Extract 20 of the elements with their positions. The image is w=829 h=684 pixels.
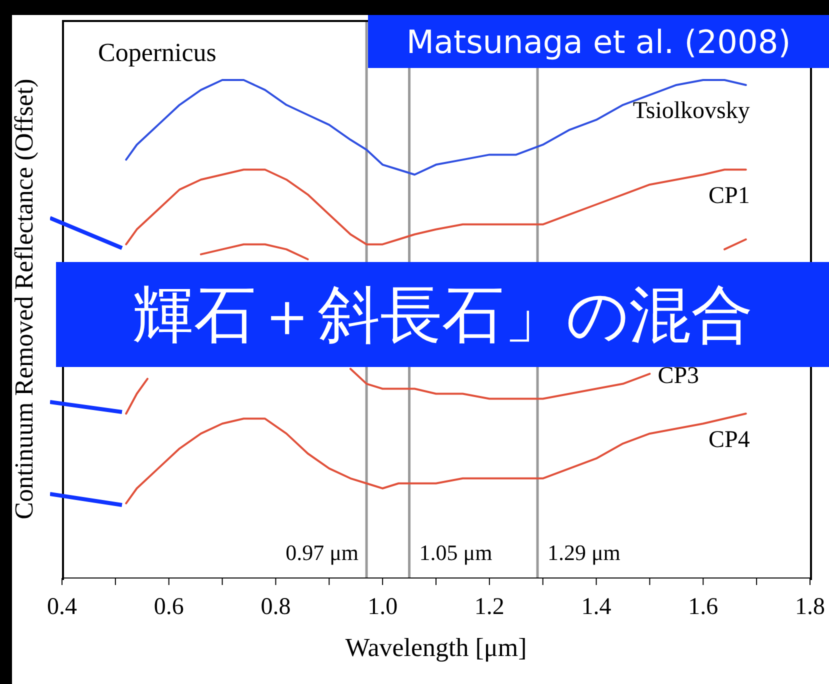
x-tick-label: 1.8: [795, 594, 825, 620]
y-axis-title: Continuum Removed Reflectance (Offset): [9, 78, 39, 520]
x-tick-label: 1.4: [581, 594, 612, 620]
series-label: CP3: [658, 362, 700, 390]
x-tick-label: 0.4: [47, 594, 77, 620]
ref-line-label: 1.05 μm: [419, 540, 492, 565]
ref-line-label: 1.29 μm: [548, 540, 620, 565]
x-tick-label: 0.6: [154, 594, 184, 620]
series-label: CP1: [708, 182, 750, 210]
x-tick-label: 1.2: [474, 594, 504, 620]
text: Copernicus: [98, 38, 216, 68]
x-tick-label: 1.0: [368, 594, 398, 620]
series-label: CP4: [708, 426, 750, 454]
series-label: Tsiolkovsky: [632, 96, 750, 125]
ref-line-label: 0.97 μm: [286, 540, 359, 565]
annotation: 輝石＋斜長石」の混合: [132, 278, 753, 350]
text: Matsunaga et al. (2008): [368, 15, 829, 68]
x-axis-title: Wavelength [μm]: [345, 633, 527, 662]
x-tick-label: 1.6: [688, 594, 718, 620]
x-tick-label: 0.8: [260, 594, 291, 620]
